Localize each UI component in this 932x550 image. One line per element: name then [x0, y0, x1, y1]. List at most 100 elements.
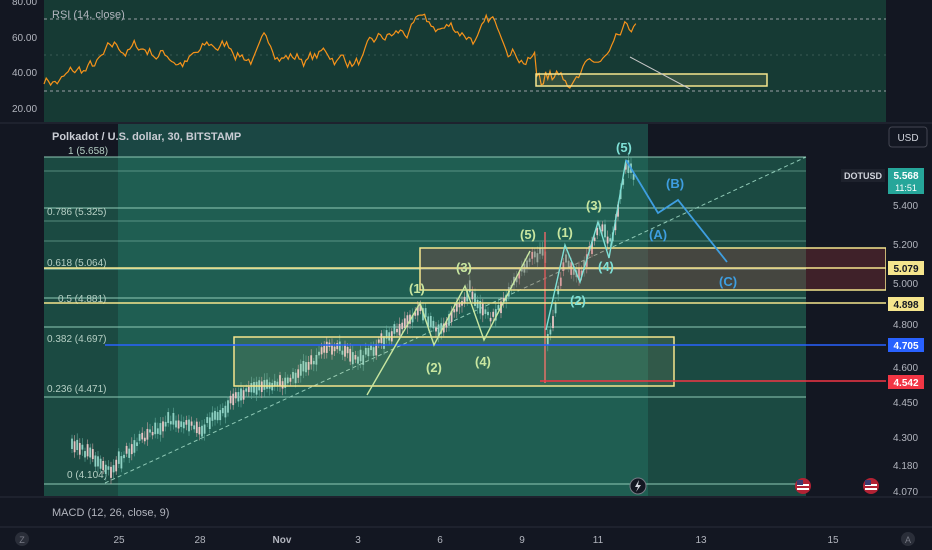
price-axis[interactable]: USD 5.400 5.200 5.000 4.800 4.600 4.450 … — [841, 124, 932, 498]
price-tick: 4.600 — [893, 363, 918, 374]
candle-body — [315, 354, 318, 365]
z-icon[interactable]: Z — [15, 532, 29, 546]
us-flag-icon[interactable] — [863, 478, 879, 494]
candle-body — [359, 349, 362, 362]
candle-body — [489, 317, 492, 322]
candle-body — [531, 251, 534, 259]
candle-body — [94, 455, 97, 467]
time-tick: Nov — [273, 535, 292, 546]
candle-body — [71, 438, 73, 449]
candle-body — [299, 363, 302, 376]
candle-body — [195, 421, 198, 434]
candle-body — [559, 277, 562, 286]
candle-body — [305, 362, 307, 373]
candle-body — [338, 341, 341, 351]
candle-body — [476, 299, 479, 309]
candle-body — [172, 412, 175, 425]
candle-body — [167, 412, 170, 424]
candle-body — [411, 315, 414, 323]
wave-label: (4) — [475, 354, 491, 369]
candle-body — [78, 442, 81, 455]
candle-body — [302, 360, 305, 372]
date-range-highlight — [118, 124, 648, 496]
candle-body — [448, 314, 450, 326]
time-tick: 13 — [695, 535, 707, 546]
candle-body — [344, 344, 346, 357]
symbol-tag — [841, 169, 885, 182]
candle-body — [487, 311, 489, 316]
lightning-icon[interactable] — [629, 477, 647, 495]
price-badge-4898 — [888, 297, 924, 311]
currency-button-label: USD — [897, 133, 918, 144]
candle-body — [484, 309, 487, 314]
price-tick: 4.800 — [893, 320, 918, 331]
candle-body — [455, 302, 458, 312]
price-pane: 1 (5.658) 0.786 (5.325) 0.618 (5.064) 0.… — [44, 124, 887, 496]
time-tick: 28 — [194, 535, 206, 546]
candle-body — [318, 351, 320, 356]
correction-wave-path[interactable] — [625, 159, 728, 263]
price-tick: 5.400 — [893, 201, 918, 212]
candle-body — [580, 270, 583, 277]
candle-body — [99, 458, 102, 469]
macd-label: MACD (12, 26, close, 9) — [52, 507, 169, 519]
wave-label: (3) — [586, 198, 602, 213]
candle-body — [437, 324, 440, 337]
candle-body — [307, 361, 310, 370]
candle-body — [188, 419, 190, 432]
fib-label: 0.382 (4.697) — [47, 334, 107, 345]
wave-label: (5) — [616, 140, 632, 155]
candle-body — [526, 260, 528, 268]
candle-body — [169, 421, 172, 425]
impulse-wave-path[interactable] — [366, 250, 531, 396]
a-icon[interactable]: A — [901, 532, 915, 546]
wave-label: (A) — [649, 227, 667, 242]
sub-impulse-wave-path[interactable] — [545, 159, 627, 331]
candle-body — [242, 390, 245, 400]
us-flag-icon[interactable] — [795, 478, 811, 494]
candle-body — [632, 174, 635, 180]
candle-body — [193, 425, 196, 430]
rsi-support-box[interactable] — [535, 73, 768, 87]
candle-body — [502, 297, 505, 302]
fib-retracement[interactable] — [44, 156, 806, 485]
time-axis[interactable]: Z A 25 28 Nov 3 6 9 11 13 15 — [0, 526, 932, 550]
candle-body — [97, 456, 99, 467]
rsi-trend-line[interactable] — [629, 56, 691, 90]
currency-button[interactable] — [888, 126, 928, 148]
candle-body — [572, 266, 575, 275]
candle-body — [154, 422, 157, 435]
candle-body — [372, 347, 375, 356]
candle-body — [606, 236, 609, 244]
candle-body — [435, 327, 437, 332]
macd-background — [0, 498, 932, 526]
candle-body — [549, 329, 552, 335]
wave-label: (1) — [557, 225, 573, 240]
candle-body — [185, 420, 188, 425]
wave-label: (4) — [598, 259, 614, 274]
candle-body — [76, 439, 79, 451]
fib-diagonal[interactable] — [104, 156, 807, 484]
candle-body — [107, 466, 110, 470]
candle-body — [552, 316, 554, 329]
candle-body — [354, 355, 357, 360]
price-tick: 4.300 — [893, 433, 918, 444]
candle-body — [260, 381, 263, 393]
candle-body — [104, 464, 107, 474]
candle-body — [539, 248, 541, 254]
wave-label: (1) — [409, 281, 425, 296]
candle-body — [578, 268, 580, 280]
candle-body — [401, 322, 404, 330]
candle-body — [604, 224, 606, 238]
candle-body — [331, 344, 333, 355]
candle-body — [281, 381, 284, 389]
candle-body — [84, 451, 86, 458]
candle-body — [481, 303, 484, 316]
wave-label: (2) — [570, 293, 586, 308]
candle-body — [240, 388, 242, 401]
candle-body — [617, 204, 619, 217]
target-zone-box[interactable] — [419, 247, 887, 291]
candle-body — [440, 323, 443, 334]
candle-body — [536, 253, 539, 263]
